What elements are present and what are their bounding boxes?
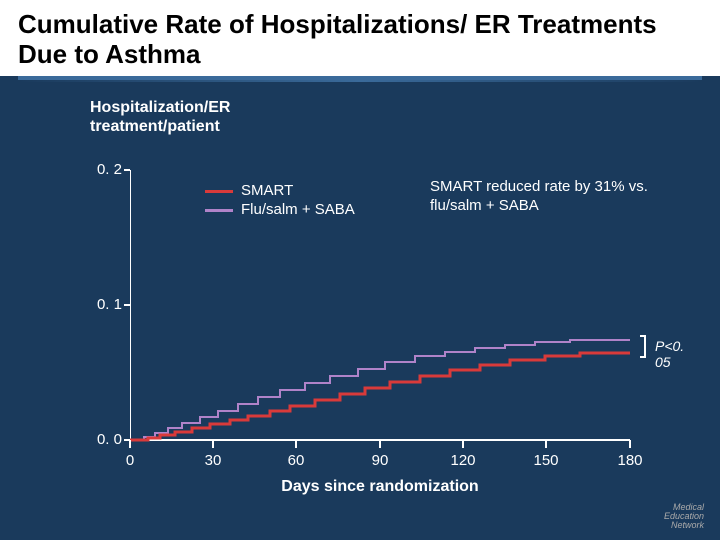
chart: Hospitalization/ER treatment/patient SMA…: [80, 100, 680, 500]
ytick-label: 0. 2: [82, 161, 122, 178]
pvalue-bracket: [640, 335, 646, 358]
xtick-mark: [212, 440, 214, 448]
ytick-mark: [124, 169, 130, 171]
ytick-mark: [124, 304, 130, 306]
logo-line3: Network: [671, 520, 704, 530]
title-gradient: [18, 80, 702, 82]
xtick-mark: [129, 440, 131, 448]
series-line-smart: [130, 353, 630, 440]
x-axis-label: Days since randomization: [281, 478, 478, 496]
plot-area: SMART Flu/salm + SABA SMART reduced rate…: [130, 170, 630, 440]
y-axis-label: Hospitalization/ER treatment/patient: [90, 98, 230, 136]
xtick-mark: [379, 440, 381, 448]
xtick-label: 0: [126, 452, 134, 469]
xtick-label: 150: [533, 452, 558, 469]
xtick-mark: [295, 440, 297, 448]
ytick-label: 0. 0: [82, 431, 122, 448]
footer-logo: Medical Education Network: [664, 503, 704, 530]
xtick-mark: [629, 440, 631, 448]
xtick-mark: [462, 440, 464, 448]
y-axis-label-line2: treatment/patient: [90, 118, 220, 135]
slide-title: Cumulative Rate of Hospitalizations/ ER …: [18, 10, 702, 70]
xtick-label: 90: [372, 452, 389, 469]
chart-svg: [130, 170, 650, 470]
y-axis-label-line1: Hospitalization/ER: [90, 99, 230, 116]
xtick-label: 180: [617, 452, 642, 469]
slide-title-area: Cumulative Rate of Hospitalizations/ ER …: [0, 0, 720, 76]
ytick-label: 0. 1: [82, 296, 122, 313]
xtick-label: 30: [205, 452, 222, 469]
xtick-label: 60: [288, 452, 305, 469]
p-value-label: P<0. 05: [655, 338, 684, 370]
xtick-label: 120: [450, 452, 475, 469]
xtick-mark: [545, 440, 547, 448]
